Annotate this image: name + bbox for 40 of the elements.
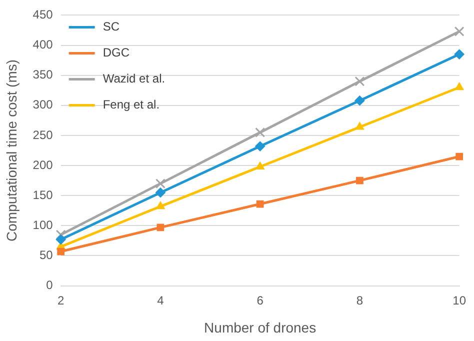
legend-label: DGC	[102, 46, 130, 60]
point	[56, 230, 66, 240]
y-tick-label: 400	[32, 38, 54, 52]
y-axis-title: Computational time cost (ms)	[3, 59, 20, 242]
legend-label: Wazid et al.	[102, 72, 166, 86]
point	[354, 96, 365, 106]
y-tick-label: 450	[32, 8, 54, 22]
point	[256, 200, 264, 208]
point	[57, 248, 65, 256]
point	[354, 76, 365, 86]
point	[454, 82, 464, 90]
point	[454, 49, 464, 60]
y-tick-label: 300	[32, 98, 54, 112]
x-tick-label: 4	[157, 293, 164, 308]
x-tick-label: 8	[356, 293, 364, 308]
y-tick-label: 250	[32, 128, 54, 142]
point	[255, 127, 266, 138]
point	[454, 26, 464, 36]
x-tick-label: 10	[452, 293, 466, 308]
point	[155, 188, 166, 198]
point	[155, 178, 166, 189]
x-tick-label: 6	[256, 293, 264, 308]
point	[456, 152, 464, 160]
point	[255, 141, 266, 152]
point	[156, 224, 164, 232]
point	[356, 176, 364, 184]
point	[56, 234, 66, 244]
legend-label: SC	[102, 20, 120, 34]
y-tick-label: 100	[32, 218, 54, 232]
point	[355, 122, 364, 130]
y-tick-label: 200	[32, 158, 54, 172]
legend-label: Feng et al.	[102, 98, 160, 112]
y-tick-label: 50	[39, 248, 54, 262]
x-tick-label: 2	[57, 293, 64, 308]
y-tick-label: 0	[46, 278, 54, 292]
y-tick-label: 150	[32, 188, 54, 202]
point	[256, 162, 264, 170]
x-axis-title: Number of drones	[204, 319, 316, 336]
point	[156, 201, 165, 210]
y-tick-label: 350	[32, 68, 54, 82]
